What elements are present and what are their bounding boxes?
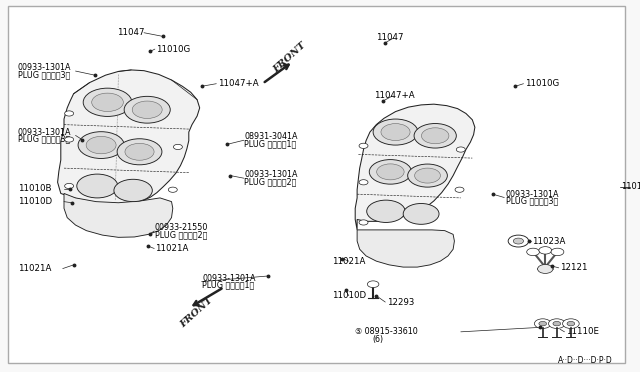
Circle shape <box>373 119 418 145</box>
Circle shape <box>168 187 177 192</box>
Circle shape <box>369 160 412 184</box>
Text: 12121: 12121 <box>560 263 588 272</box>
Text: PLUG プラグ（2）: PLUG プラグ（2） <box>244 177 297 186</box>
Text: 00933-21550: 00933-21550 <box>155 223 208 232</box>
Circle shape <box>534 319 551 328</box>
Text: 11047: 11047 <box>117 28 145 37</box>
Text: 11110E: 11110E <box>566 327 599 336</box>
Text: A··D··D···D·P·D: A··D··D···D·P·D <box>558 356 613 365</box>
Text: 11010B: 11010B <box>18 185 51 193</box>
Text: 11010G: 11010G <box>156 45 190 54</box>
Circle shape <box>539 321 547 326</box>
Circle shape <box>92 93 124 112</box>
Text: 00933-1301A: 00933-1301A <box>18 128 72 137</box>
Polygon shape <box>357 230 454 267</box>
Circle shape <box>83 88 132 116</box>
Circle shape <box>77 174 118 198</box>
Text: FRONT: FRONT <box>178 295 214 329</box>
Circle shape <box>367 281 379 288</box>
Text: PLUG プラグ（2）: PLUG プラグ（2） <box>155 230 207 239</box>
Circle shape <box>527 248 540 256</box>
Circle shape <box>403 203 439 224</box>
Polygon shape <box>355 104 475 230</box>
Circle shape <box>414 124 456 148</box>
Circle shape <box>563 319 579 328</box>
Circle shape <box>377 164 404 180</box>
Circle shape <box>456 147 465 152</box>
Text: PLUG プラグ（3）: PLUG プラグ（3） <box>506 196 558 205</box>
Text: 11010D: 11010D <box>18 197 52 206</box>
Text: 11010G: 11010G <box>525 79 559 88</box>
Text: 08931-3041A: 08931-3041A <box>244 132 298 141</box>
Circle shape <box>567 321 575 326</box>
Circle shape <box>538 264 553 273</box>
Circle shape <box>125 143 154 160</box>
Circle shape <box>539 247 552 254</box>
Text: PLUG プラグ（1）: PLUG プラグ（1） <box>244 139 297 148</box>
Circle shape <box>132 101 162 118</box>
Text: PLUG プラグ（3）: PLUG プラグ（3） <box>18 134 70 143</box>
Text: PLUG プラグ（1）: PLUG プラグ（1） <box>202 280 255 289</box>
Circle shape <box>551 248 564 256</box>
Polygon shape <box>58 70 200 205</box>
Circle shape <box>114 179 152 202</box>
Text: ⑤ 08915-33610: ⑤ 08915-33610 <box>355 327 418 336</box>
Text: 11047+A: 11047+A <box>374 92 415 100</box>
Text: 00933-1301A: 00933-1301A <box>506 190 559 199</box>
Text: 12293: 12293 <box>387 298 414 307</box>
Text: 00933-1301A: 00933-1301A <box>244 170 298 179</box>
Circle shape <box>367 200 405 222</box>
Circle shape <box>86 137 116 154</box>
Text: PLUG プラグ（3）: PLUG プラグ（3） <box>18 70 70 79</box>
Circle shape <box>65 111 74 116</box>
Circle shape <box>548 319 565 328</box>
Circle shape <box>124 96 170 123</box>
Circle shape <box>117 139 162 165</box>
Text: 11047: 11047 <box>376 33 404 42</box>
Circle shape <box>415 168 440 183</box>
Circle shape <box>381 124 410 141</box>
Circle shape <box>78 132 124 158</box>
Text: 11021A: 11021A <box>18 264 51 273</box>
Circle shape <box>455 187 464 192</box>
Circle shape <box>408 164 447 187</box>
Text: 11047+A: 11047+A <box>218 79 258 88</box>
Circle shape <box>422 128 449 144</box>
Circle shape <box>359 180 368 185</box>
Circle shape <box>553 321 561 326</box>
Text: 11010: 11010 <box>621 182 640 191</box>
Polygon shape <box>64 193 173 237</box>
Circle shape <box>65 137 74 142</box>
Text: 00933-1301A: 00933-1301A <box>202 274 256 283</box>
Text: 11021A: 11021A <box>155 244 188 253</box>
Circle shape <box>65 183 74 189</box>
Text: FRONT: FRONT <box>272 41 308 74</box>
Text: 00933-1301A: 00933-1301A <box>18 63 72 72</box>
Text: (6): (6) <box>372 335 383 344</box>
Text: 11023A: 11023A <box>532 237 566 246</box>
Circle shape <box>508 235 529 247</box>
Text: 11021A: 11021A <box>332 257 365 266</box>
Circle shape <box>359 220 368 225</box>
Circle shape <box>173 144 182 150</box>
Circle shape <box>359 143 368 148</box>
Circle shape <box>513 238 524 244</box>
Text: 11010D: 11010D <box>332 291 365 300</box>
